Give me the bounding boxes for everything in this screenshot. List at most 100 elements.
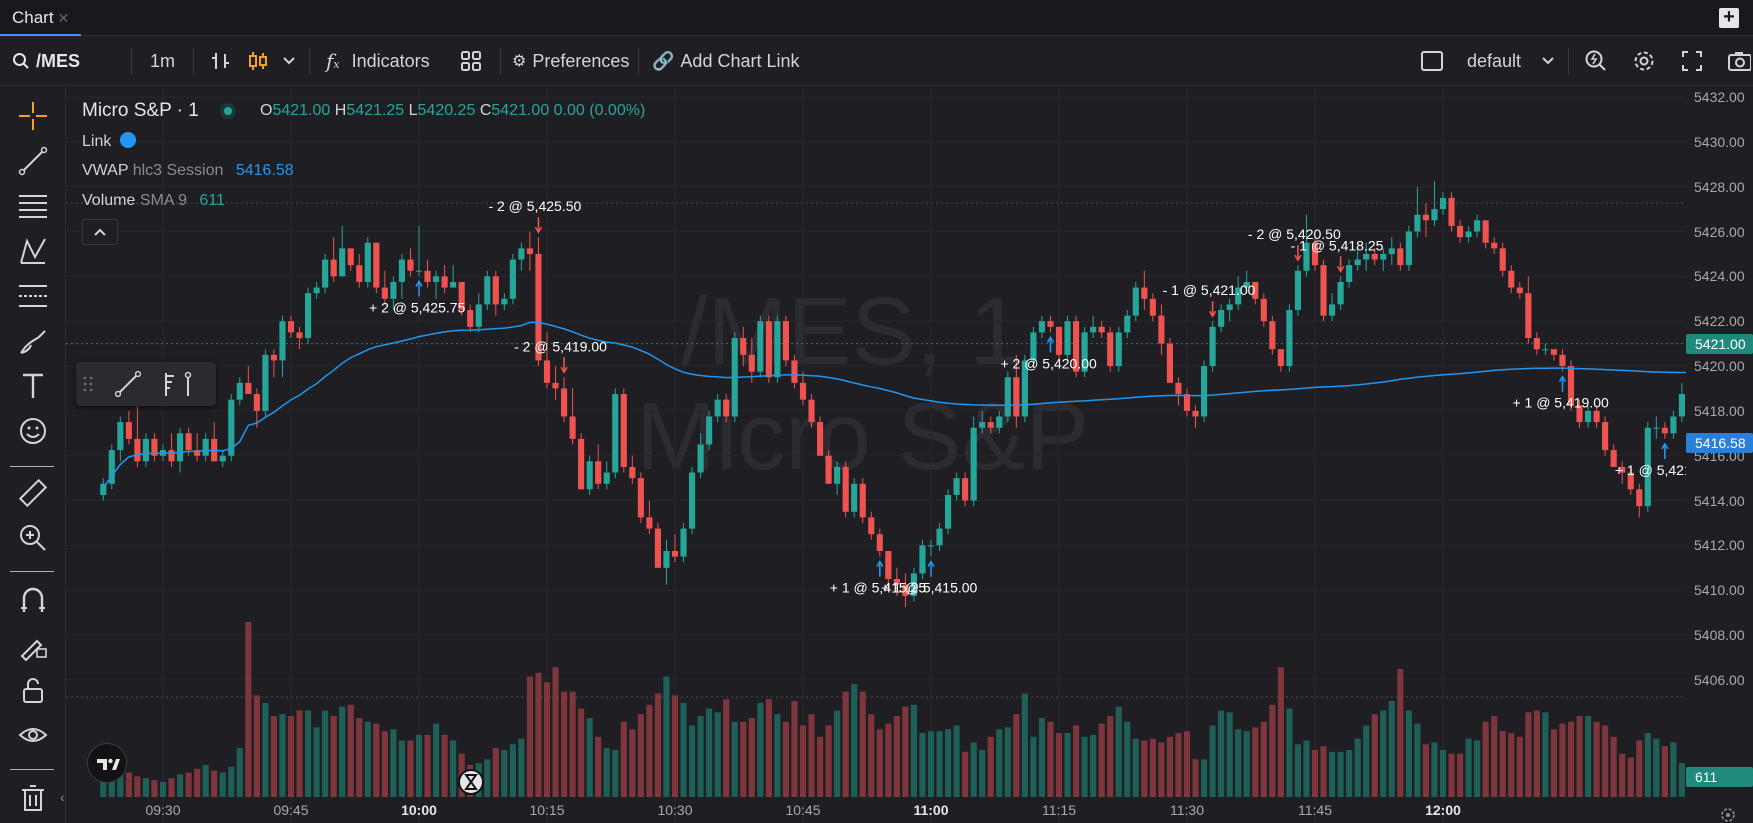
price-axis-label: 5426.00: [1694, 223, 1745, 240]
layout-dropdown[interactable]: default: [1467, 48, 1555, 74]
symbol-search[interactable]: /MES: [12, 48, 80, 74]
volume-bar: [697, 716, 704, 797]
fib-retracement-icon[interactable]: [17, 280, 49, 312]
candle-body: [245, 382, 252, 395]
tab-chart[interactable]: Chart ✕: [0, 0, 82, 36]
time-axis-label: 09:30: [145, 802, 180, 818]
candle-body: [1525, 293, 1532, 339]
hourglass-icon: [464, 774, 478, 790]
price-axis-label: 5424.00: [1694, 268, 1745, 285]
candles-style-button[interactable]: [247, 48, 269, 74]
volume-bar: [1183, 731, 1191, 797]
trade-label[interactable]: + 1 @ 5,415.25: [830, 580, 927, 596]
volume-bar: [1209, 725, 1216, 797]
emoji-icon[interactable]: [17, 415, 49, 447]
add-tab-button[interactable]: +: [1719, 7, 1739, 28]
candle-body: [1166, 343, 1174, 383]
candle-body: [944, 494, 952, 529]
trade-label[interactable]: - 1 @ 5,418.25: [1291, 237, 1384, 253]
horizontal-lines-icon[interactable]: [17, 190, 49, 222]
volume-bar: [825, 725, 832, 797]
candle-body: [509, 259, 516, 299]
volume-bar: [1320, 746, 1327, 797]
trade-label[interactable]: + 2 @ 5,425.75: [369, 299, 466, 315]
tradingview-logo[interactable]: [87, 743, 127, 783]
buy-arrow-head: [876, 560, 884, 568]
trend-line-icon[interactable]: [17, 145, 49, 177]
volume-bar: [1013, 714, 1020, 797]
candle-body: [518, 248, 525, 260]
text-icon[interactable]: [17, 370, 49, 402]
volume-bar: [134, 776, 141, 797]
volume-bar: [1294, 744, 1302, 797]
trade-label[interactable]: + 1 @ 5,421.00: [1615, 462, 1686, 478]
crosshair-icon[interactable]: [17, 100, 49, 132]
volume-bar: [322, 710, 329, 797]
scroll-left-icon[interactable]: ‹: [60, 789, 65, 805]
chart-pane[interactable]: /MES, 1 Micro S&P - 2 @ 5,425.50- 2 @ 5,…: [66, 87, 1686, 823]
volume-bar: [1235, 729, 1242, 797]
volume-bar: [723, 699, 730, 797]
interval-button[interactable]: 1m: [150, 48, 175, 74]
trade-label[interactable]: - 2 @ 5,419.00: [514, 338, 607, 354]
collapse-legend-button[interactable]: [82, 219, 118, 245]
preferences-button[interactable]: ⚙ Preferences: [512, 48, 629, 74]
layout-checkbox[interactable]: [1420, 48, 1444, 74]
lock-drawing-icon[interactable]: [17, 629, 49, 661]
price-axis-label: 5420.00: [1694, 358, 1745, 375]
ruler-icon[interactable]: [17, 477, 49, 509]
trade-label[interactable]: + 2 @ 5,420.00: [1000, 355, 1097, 371]
trade-label[interactable]: - 2 @ 5,425.50: [488, 198, 581, 214]
volume-bar: [1431, 742, 1438, 797]
trash-icon[interactable]: [17, 782, 49, 814]
quick-search-button[interactable]: [1584, 48, 1608, 74]
drag-handle-icon[interactable]: [82, 374, 94, 394]
candle-body: [706, 416, 713, 445]
chart-style-dropdown[interactable]: [282, 48, 296, 74]
trade-label[interactable]: + 1 @ 5,419.00: [1512, 395, 1609, 411]
trend-line-icon[interactable]: [114, 370, 142, 398]
sell-arrow-head: [534, 226, 543, 234]
volume-bar: [646, 704, 653, 797]
settings-button[interactable]: [1632, 48, 1656, 74]
screenshot-button[interactable]: [1727, 48, 1751, 74]
unlock-icon[interactable]: [17, 674, 49, 706]
magnet-icon[interactable]: [17, 584, 49, 616]
volume-bar: [1286, 708, 1293, 797]
link-label: Link: [82, 133, 112, 150]
legend-link[interactable]: Link: [82, 132, 136, 151]
bar-style-button[interactable]: [210, 48, 232, 74]
brush-icon[interactable]: [17, 325, 49, 357]
candle-body: [851, 483, 858, 512]
close-tab-icon[interactable]: ✕: [57, 10, 70, 26]
volume-bar: [893, 716, 900, 797]
session-marker[interactable]: [458, 769, 484, 795]
templates-button[interactable]: [460, 48, 482, 74]
volume-bar: [612, 749, 619, 797]
trade-label[interactable]: - 2 @ 5,420.50: [1248, 226, 1341, 242]
trade-label[interactable]: + 1 @ 5,415.00: [881, 580, 978, 596]
candle-body: [441, 276, 448, 288]
change-value: 0.00 (0.00%): [553, 102, 646, 119]
volume-bar: [1542, 712, 1549, 797]
fullscreen-button[interactable]: [1681, 48, 1703, 74]
long-position-icon[interactable]: [160, 370, 200, 398]
add-chart-link-button[interactable]: 🔗 Add Chart Link: [652, 48, 800, 74]
reset-scale-button[interactable]: [1718, 806, 1738, 823]
volume-bar: [151, 780, 158, 797]
price-axis[interactable]: 5432.00 5430.00 5428.00 5426.00 5424.00 5422.…: [1686, 87, 1753, 787]
indicators-button[interactable]: fx Indicators: [326, 48, 430, 74]
volume-bar: [1004, 727, 1011, 797]
zoom-in-icon[interactable]: [17, 522, 49, 554]
candle-body: [1286, 309, 1293, 367]
trade-label[interactable]: - 1 @ 5,421.00: [1163, 282, 1256, 298]
volume-bar: [808, 714, 815, 797]
volume-bar: [944, 729, 952, 797]
legend-vwap[interactable]: VWAP hlc3 Session 5416.58: [82, 162, 294, 180]
candlestick-chart[interactable]: - 2 @ 5,425.50 - 2 @ 5,419.00 + 2 @ 5,425.…: [66, 87, 1686, 823]
legend-volume[interactable]: Volume SMA 9 611: [82, 192, 225, 210]
eye-icon[interactable]: [17, 719, 49, 751]
pattern-icon[interactable]: [17, 235, 49, 267]
square-icon: [1421, 51, 1443, 71]
volume-bar: [910, 704, 918, 797]
